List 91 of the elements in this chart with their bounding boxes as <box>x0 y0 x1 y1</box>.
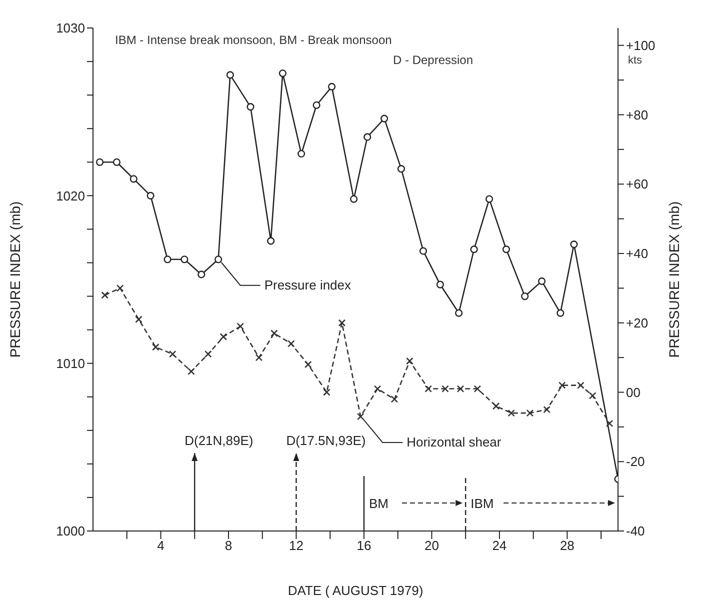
point <box>606 420 614 428</box>
point <box>338 319 346 327</box>
y2-tick-label: -20 <box>626 454 645 470</box>
text: Pressure index <box>264 277 352 292</box>
ref-line-label: BM <box>368 496 388 511</box>
point <box>180 256 188 264</box>
y-tick-label: 1020 <box>56 188 85 204</box>
x-tick-label: 16 <box>356 538 372 554</box>
x-tick-label: 8 <box>224 538 232 554</box>
point <box>588 392 596 400</box>
point <box>364 133 372 141</box>
point <box>255 354 263 362</box>
annotation: IBM - Intense break monsoon, BM - Break monsoon <box>115 33 392 47</box>
point <box>246 103 254 111</box>
y-tick-label: 1000 <box>56 524 85 539</box>
point <box>380 114 388 122</box>
x-tick-label: 12 <box>288 538 304 554</box>
point <box>226 71 234 79</box>
point <box>220 333 228 340</box>
point <box>146 192 154 200</box>
point <box>508 409 515 417</box>
point <box>543 406 551 414</box>
point <box>287 340 295 348</box>
point <box>397 165 406 173</box>
series-label: Horizontal shear <box>406 434 502 450</box>
point <box>130 175 138 183</box>
point <box>312 101 320 109</box>
point <box>456 385 464 392</box>
text: kts <box>628 54 643 66</box>
point <box>419 247 428 255</box>
point <box>323 388 330 396</box>
y2-tick-label: 00 <box>626 384 640 400</box>
x-tick-label: 4 <box>157 538 164 554</box>
point <box>270 330 278 337</box>
point <box>278 69 286 78</box>
point <box>135 316 142 324</box>
y2-tick-label: +100 <box>626 38 656 53</box>
y2-tick-label: +80 <box>626 107 648 122</box>
point <box>188 368 195 376</box>
ref-line-label: IBM <box>470 496 494 511</box>
point <box>485 195 494 203</box>
point <box>116 284 124 292</box>
point <box>96 158 104 166</box>
point <box>538 277 546 285</box>
point <box>112 158 121 166</box>
point <box>474 385 482 392</box>
point <box>470 246 478 254</box>
point <box>204 350 212 358</box>
point <box>304 360 312 368</box>
point <box>436 280 444 288</box>
point <box>164 256 172 264</box>
y-axis-title: PRESSURE INDEX (mb) <box>6 201 23 358</box>
x-tick-label: 20 <box>424 538 439 554</box>
x-axis-title: DATE ( AUGUST 1979) <box>288 583 424 598</box>
annotation: D - Depression <box>393 53 474 67</box>
point <box>406 357 414 365</box>
point <box>328 82 336 90</box>
point <box>152 343 160 351</box>
point <box>442 385 449 392</box>
x-tick-label: 24 <box>492 538 507 554</box>
point <box>267 237 275 245</box>
y2-tick-label: +40 <box>626 246 648 262</box>
point <box>521 292 529 300</box>
point <box>570 240 578 248</box>
point <box>424 385 432 392</box>
point <box>502 246 510 254</box>
point <box>101 291 109 299</box>
point <box>298 150 306 158</box>
y2-tick-label: +60 <box>626 176 648 192</box>
point <box>526 409 534 417</box>
point <box>350 195 358 203</box>
point <box>455 309 463 317</box>
point <box>356 412 364 420</box>
ref-line-label: D(21N,89E) <box>184 433 254 448</box>
point <box>492 402 500 410</box>
point <box>390 396 398 403</box>
ref-line-label: D(17.5N,93E) <box>286 433 366 448</box>
y-tick-label: 1010 <box>56 356 85 371</box>
point <box>236 322 244 330</box>
y2-axis-title: PRESSURE INDEX (mb) <box>666 201 682 358</box>
point <box>556 309 564 317</box>
x-tick-label: 28 <box>560 538 574 554</box>
point <box>198 270 206 278</box>
point <box>168 350 176 358</box>
point <box>214 256 222 264</box>
point <box>577 382 584 389</box>
y2-tick-label: -40 <box>626 524 645 539</box>
point <box>374 385 382 392</box>
point <box>558 382 566 389</box>
y2-tick-label: +20 <box>626 315 648 330</box>
y-tick-label: 1030 <box>56 20 85 36</box>
